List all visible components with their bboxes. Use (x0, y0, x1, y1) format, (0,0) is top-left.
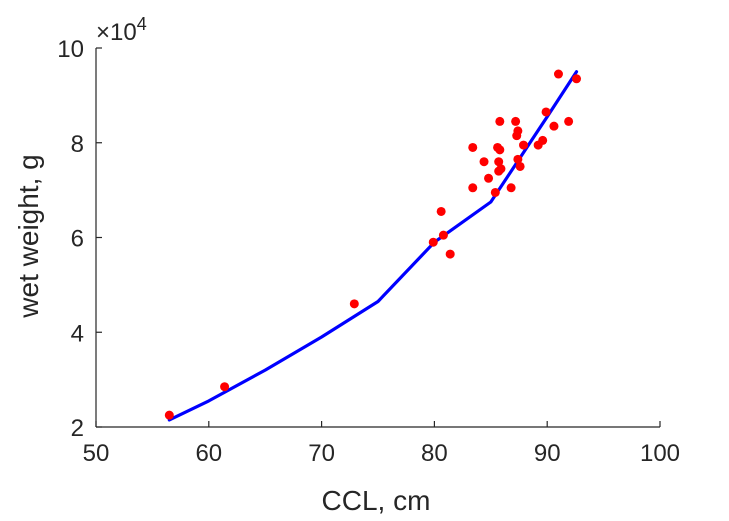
y-tick-label: 2 (71, 415, 84, 442)
fit-line-layer (167, 70, 579, 422)
data-point (428, 237, 438, 247)
data-point (479, 157, 489, 167)
y-multiplier-exponent: 4 (137, 14, 147, 34)
points-layer (164, 69, 582, 420)
data-point (484, 173, 494, 183)
x-tick-label: 70 (308, 440, 335, 467)
data-point (164, 410, 174, 420)
x-tick-label: 50 (83, 440, 110, 467)
axes (95, 48, 660, 428)
data-point (506, 183, 516, 193)
data-point (538, 135, 548, 145)
data-point (436, 206, 446, 216)
data-point (495, 116, 505, 126)
data-point (572, 74, 582, 84)
data-point (513, 154, 523, 164)
fit-line (167, 70, 579, 422)
data-point (220, 382, 230, 392)
y-axis-title: wet weight, g (13, 154, 44, 318)
x-tick-label: 100 (640, 440, 680, 467)
data-point (468, 183, 478, 193)
data-point (519, 140, 529, 150)
data-point (349, 299, 359, 309)
data-point (496, 164, 506, 174)
data-point (541, 107, 551, 117)
x-tick-label: 60 (195, 440, 222, 467)
y-multiplier-label: ×104 (96, 14, 147, 46)
y-tick-label: 6 (71, 226, 84, 253)
data-point (515, 161, 525, 171)
data-point (495, 145, 505, 155)
data-point (564, 116, 574, 126)
data-point (445, 249, 455, 259)
data-point (553, 69, 563, 79)
data-point (511, 116, 521, 126)
x-tick-label: 80 (421, 440, 448, 467)
y-tick-label: 4 (71, 320, 84, 347)
y-multiplier-base: ×10 (96, 19, 137, 46)
x-axis-title: CCL, cm (322, 485, 431, 516)
y-tick-label: 10 (57, 36, 84, 63)
data-point (490, 187, 500, 197)
data-point (513, 126, 523, 136)
tick-labels: 50 60 70 80 90 100 2 4 6 8 10 (57, 36, 680, 467)
data-point (438, 230, 448, 240)
data-point (549, 121, 559, 131)
data-point (494, 157, 504, 167)
data-point (468, 142, 478, 152)
x-tick-label: 90 (534, 440, 561, 467)
y-tick-label: 8 (71, 131, 84, 158)
